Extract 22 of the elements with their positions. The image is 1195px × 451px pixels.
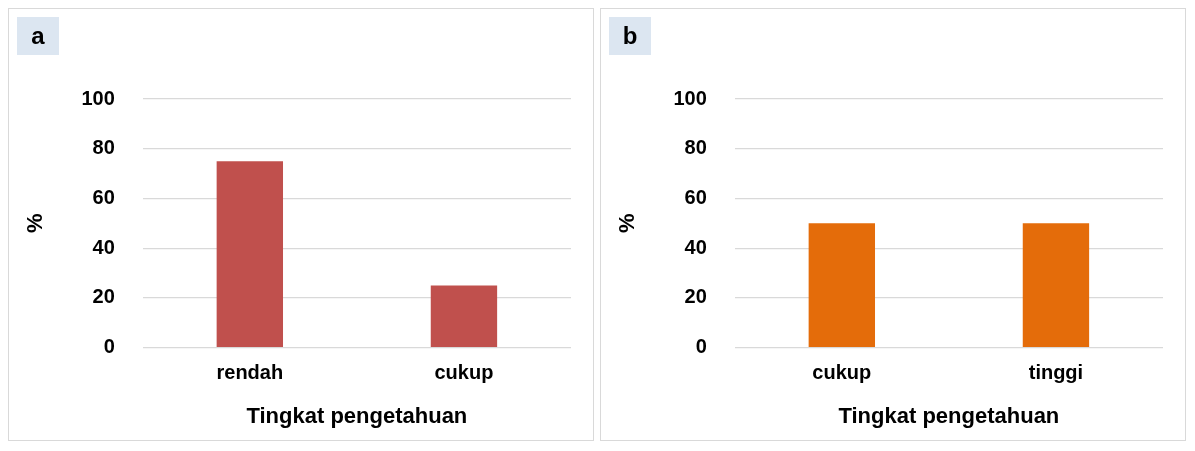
x-tick-label: cukup — [812, 361, 872, 384]
chart-title: b — [609, 17, 651, 55]
y-tick-label: 100 — [81, 86, 115, 109]
y-tick-label: 20 — [684, 285, 707, 308]
chart-title: a — [17, 17, 59, 55]
y-tick-label: 80 — [92, 136, 115, 159]
y-tick-label: 100 — [673, 86, 707, 109]
x-axis-title: Tingkat pengetahuan — [838, 402, 1060, 428]
y-tick-label: 60 — [92, 185, 115, 208]
x-tick-label: cukup — [434, 361, 494, 384]
y-axis-title: % — [614, 213, 640, 234]
x-tick-label: tinggi — [1028, 361, 1084, 384]
y-tick-label: 40 — [92, 235, 115, 258]
y-tick-label: 80 — [684, 136, 707, 159]
y-tick-label: 20 — [92, 285, 115, 308]
y-tick-label: 60 — [684, 185, 707, 208]
y-tick-label: 40 — [684, 235, 707, 258]
x-tick-label: rendah — [216, 361, 284, 384]
y-tick-label: 0 — [695, 335, 707, 358]
x-axis-title: Tingkat pengetahuan — [246, 402, 468, 428]
y-axis-title: % — [22, 213, 48, 234]
y-tick-label: 0 — [103, 335, 115, 358]
